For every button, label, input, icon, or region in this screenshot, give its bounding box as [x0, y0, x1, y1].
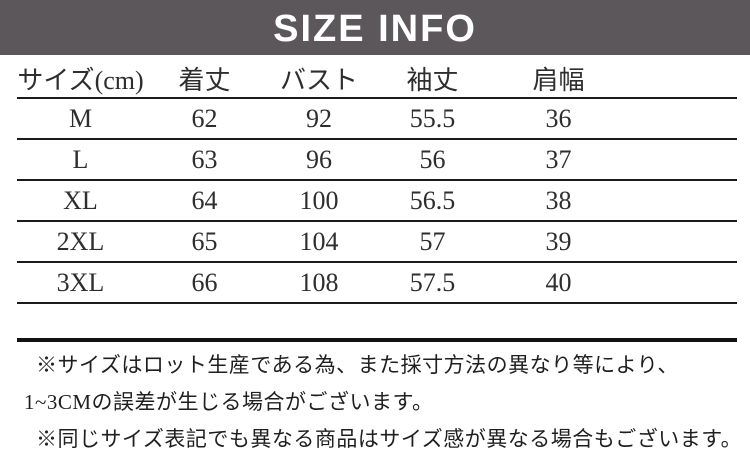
table-header-row: サイズ(cm) 着丈 バスト 袖丈 肩幅 [17, 60, 737, 99]
value-cell: 66 [144, 262, 265, 304]
notes-section: ※サイズはロット生産である為、また採寸方法の異なり等により、 1~3CMの誤差が… [0, 347, 750, 458]
col-header-spacer [625, 60, 737, 99]
value-cell: 64 [144, 180, 265, 222]
value-cell: 92 [265, 98, 373, 140]
spacer-cell [625, 262, 737, 304]
value-cell: 38 [492, 180, 625, 222]
value-cell: 55.5 [373, 98, 492, 140]
value-cell: 37 [492, 139, 625, 181]
value-cell: 65 [144, 221, 265, 263]
separator-rule [17, 338, 737, 342]
value-cell: 62 [144, 98, 265, 140]
value-cell: 57.5 [373, 262, 492, 304]
value-cell: 63 [144, 139, 265, 181]
note-line: 1~3CMの誤差が生じる場合がございます。 [24, 390, 434, 414]
table-row: M 62 92 55.5 36 [17, 98, 737, 140]
table-row: L 63 96 56 37 [17, 139, 737, 181]
col-header-sleeve: 袖丈 [373, 60, 492, 99]
value-cell: 39 [492, 221, 625, 263]
value-cell: 36 [492, 98, 625, 140]
value-cell: 57 [373, 221, 492, 263]
spacer-cell [625, 98, 737, 140]
spacer-cell [625, 139, 737, 181]
spacer-cell [625, 180, 737, 222]
size-cell: M [17, 98, 144, 140]
value-cell: 100 [265, 180, 373, 222]
col-header-length: 着丈 [144, 60, 265, 99]
table-row: XL 64 100 56.5 38 [17, 180, 737, 222]
size-cell: 2XL [17, 221, 144, 263]
col-header-bust: バスト [265, 60, 373, 99]
col-header-shoulder: 肩幅 [492, 60, 625, 99]
value-cell: 96 [265, 139, 373, 181]
size-cell: 3XL [17, 262, 144, 304]
table-row: 3XL 66 108 57.5 40 [17, 262, 737, 304]
value-cell: 104 [265, 221, 373, 263]
size-cell: L [17, 139, 144, 181]
size-info-banner: SIZE INFO [0, 0, 750, 55]
value-cell: 56 [373, 139, 492, 181]
banner-title: SIZE INFO [273, 7, 477, 50]
size-cell: XL [17, 180, 144, 222]
note-line: ※同じサイズ表記でも異なる商品はサイズ感が異なる場合もございます。 [36, 427, 743, 451]
table-row: 2XL 65 104 57 39 [17, 221, 737, 263]
spacer-cell [625, 221, 737, 263]
size-table: サイズ(cm) 着丈 バスト 袖丈 肩幅 M 62 92 55.5 36 L 6… [17, 60, 737, 304]
value-cell: 108 [265, 262, 373, 304]
col-header-size: サイズ(cm) [17, 60, 144, 99]
note-line: ※サイズはロット生産である為、また採寸方法の異なり等により、 [36, 353, 679, 377]
value-cell: 56.5 [373, 180, 492, 222]
value-cell: 40 [492, 262, 625, 304]
